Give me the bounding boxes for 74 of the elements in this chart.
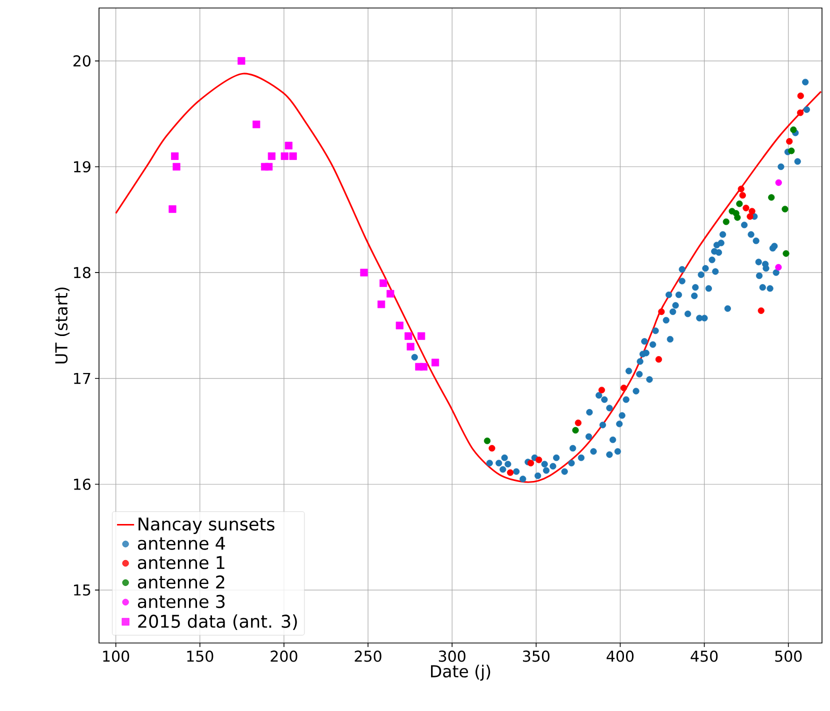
legend-label: antenne 3 — [138, 594, 225, 608]
y-tick-label: 15 — [74, 584, 90, 596]
legend-label: 2015 data (ant. 3) — [138, 614, 297, 630]
y-tick-label: 19 — [74, 161, 90, 172]
y-tick-label: 16 — [74, 478, 91, 490]
point — [734, 214, 741, 221]
y-tick-label: 18 — [74, 266, 90, 278]
line-series — [115, 72, 822, 483]
point — [386, 290, 394, 298]
legend-label: antenne 1 — [138, 556, 224, 570]
point — [775, 264, 782, 271]
y-tick-label: 17 — [74, 372, 90, 384]
point — [506, 469, 514, 476]
x-tick-label: 400 — [606, 650, 634, 662]
point — [746, 213, 754, 220]
point — [658, 308, 665, 316]
point — [768, 194, 775, 201]
point — [171, 152, 179, 160]
point — [418, 332, 426, 340]
legend-label: Nancay sunsets — [138, 518, 274, 534]
legend-label: antenne 4 — [138, 536, 225, 550]
y-tick-label: 20 — [73, 55, 90, 67]
point — [797, 109, 804, 116]
point — [739, 192, 746, 199]
point — [620, 384, 628, 392]
x-tick-label: 150 — [187, 650, 214, 662]
point — [527, 460, 534, 466]
point — [252, 120, 260, 128]
point — [238, 57, 246, 65]
x-tick-label: 500 — [775, 650, 802, 662]
point — [284, 142, 292, 150]
point — [758, 307, 764, 314]
point — [722, 218, 730, 226]
point — [748, 208, 756, 214]
point — [788, 148, 795, 154]
point — [655, 356, 662, 363]
point — [265, 162, 273, 171]
x-tick-label: 300 — [438, 650, 466, 662]
point — [736, 200, 743, 208]
point — [378, 300, 386, 308]
point — [404, 332, 412, 340]
x-tick-label: 100 — [103, 650, 130, 662]
point — [797, 92, 804, 100]
point — [786, 138, 793, 145]
point — [572, 426, 579, 434]
point — [420, 362, 428, 371]
point — [484, 438, 491, 444]
x-tick-label: 350 — [522, 650, 550, 662]
point — [782, 206, 788, 212]
point — [782, 250, 790, 257]
point — [536, 456, 542, 464]
legend-label: antenne 2 — [138, 575, 224, 589]
point — [738, 186, 744, 192]
x-axis-title: Date (j) — [431, 664, 490, 681]
point — [396, 322, 404, 330]
y-axis-title: UT (start) — [54, 288, 70, 364]
point — [574, 420, 582, 426]
point — [742, 204, 750, 212]
point — [598, 386, 606, 394]
point — [431, 358, 440, 366]
point — [406, 342, 414, 350]
point — [280, 152, 288, 160]
x-tick-label: 250 — [354, 650, 382, 662]
point — [168, 205, 176, 213]
point — [268, 152, 276, 160]
point — [360, 268, 368, 276]
x-tick-label: 450 — [690, 650, 718, 662]
point — [790, 126, 797, 134]
point — [380, 279, 388, 287]
x-tick-label: 200 — [270, 650, 298, 662]
point — [289, 152, 297, 160]
point — [488, 444, 496, 452]
point — [172, 162, 180, 171]
point — [775, 179, 782, 186]
